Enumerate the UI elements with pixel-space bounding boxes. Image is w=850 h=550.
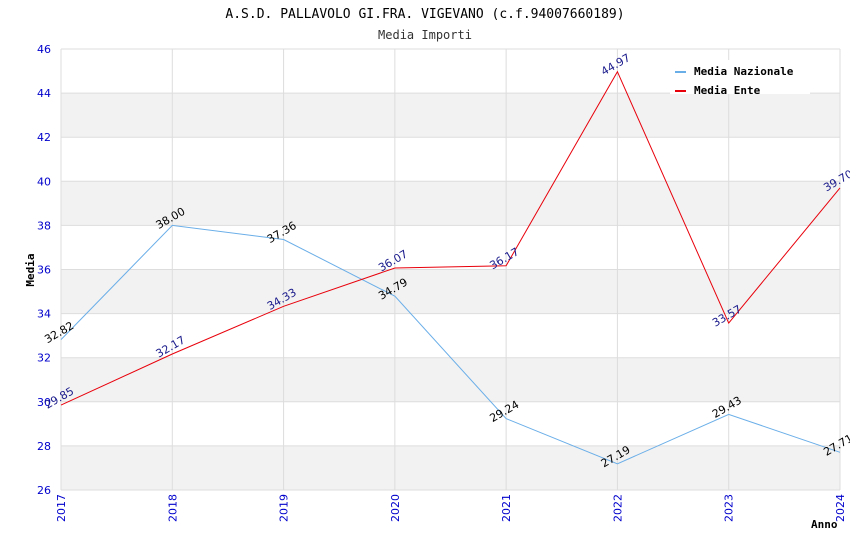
x-axis-title: Anno — [811, 518, 838, 531]
x-tick-label: 2024 — [834, 494, 847, 522]
x-tick-labels: 2017 2018 2019 2020 2021 2022 2023 2024 — [55, 494, 847, 522]
y-tick-label: 30 — [37, 396, 51, 409]
plot-band — [61, 93, 840, 138]
y-tick-label: 42 — [37, 131, 51, 144]
y-tick-label: 38 — [37, 219, 51, 232]
x-tick-label: 2019 — [278, 494, 291, 522]
x-tick-label: 2022 — [611, 494, 624, 522]
data-label: 36.17 — [488, 245, 522, 272]
y-tick-label: 40 — [37, 175, 51, 188]
plot-band — [61, 269, 840, 314]
chart-subtitle: Media Importi — [378, 28, 472, 42]
plot-bands — [61, 93, 840, 490]
y-tick-label: 36 — [37, 264, 51, 277]
series-line — [60, 70, 841, 406]
data-label: 32.82 — [42, 319, 76, 346]
x-tick-label: 2018 — [166, 494, 179, 522]
y-axis-title: Media — [24, 253, 37, 286]
y-tick-label: 28 — [37, 440, 51, 453]
y-tick-label: 34 — [37, 308, 51, 321]
y-tick-label: 26 — [37, 484, 51, 497]
legend-box — [670, 60, 810, 94]
y-tick-label: 32 — [37, 352, 51, 365]
series-lines — [60, 70, 841, 465]
plot-band — [61, 357, 840, 402]
series-line — [60, 224, 841, 465]
data-label: 29.85 — [42, 385, 76, 412]
plot-band — [61, 445, 840, 490]
chart-title: A.S.D. PALLAVOLO GI.FRA. VIGEVANO (c.f.9… — [225, 7, 624, 22]
x-tick-label: 2023 — [723, 494, 736, 522]
x-tick-label: 2020 — [389, 494, 402, 522]
y-tick-label: 44 — [37, 87, 51, 100]
plot-band — [61, 181, 840, 226]
x-tick-label: 2017 — [55, 494, 68, 522]
legend-label-ente: Media Ente — [694, 84, 761, 97]
legend-label-nazionale: Media Nazionale — [694, 65, 794, 78]
x-tick-label: 2021 — [500, 494, 513, 522]
data-label: 32.17 — [154, 333, 188, 360]
legend: Media Nazionale Media Ente — [670, 60, 810, 97]
y-tick-label: 46 — [37, 43, 51, 56]
y-tick-labels: 26 28 30 32 34 36 38 40 42 44 46 — [37, 43, 51, 497]
